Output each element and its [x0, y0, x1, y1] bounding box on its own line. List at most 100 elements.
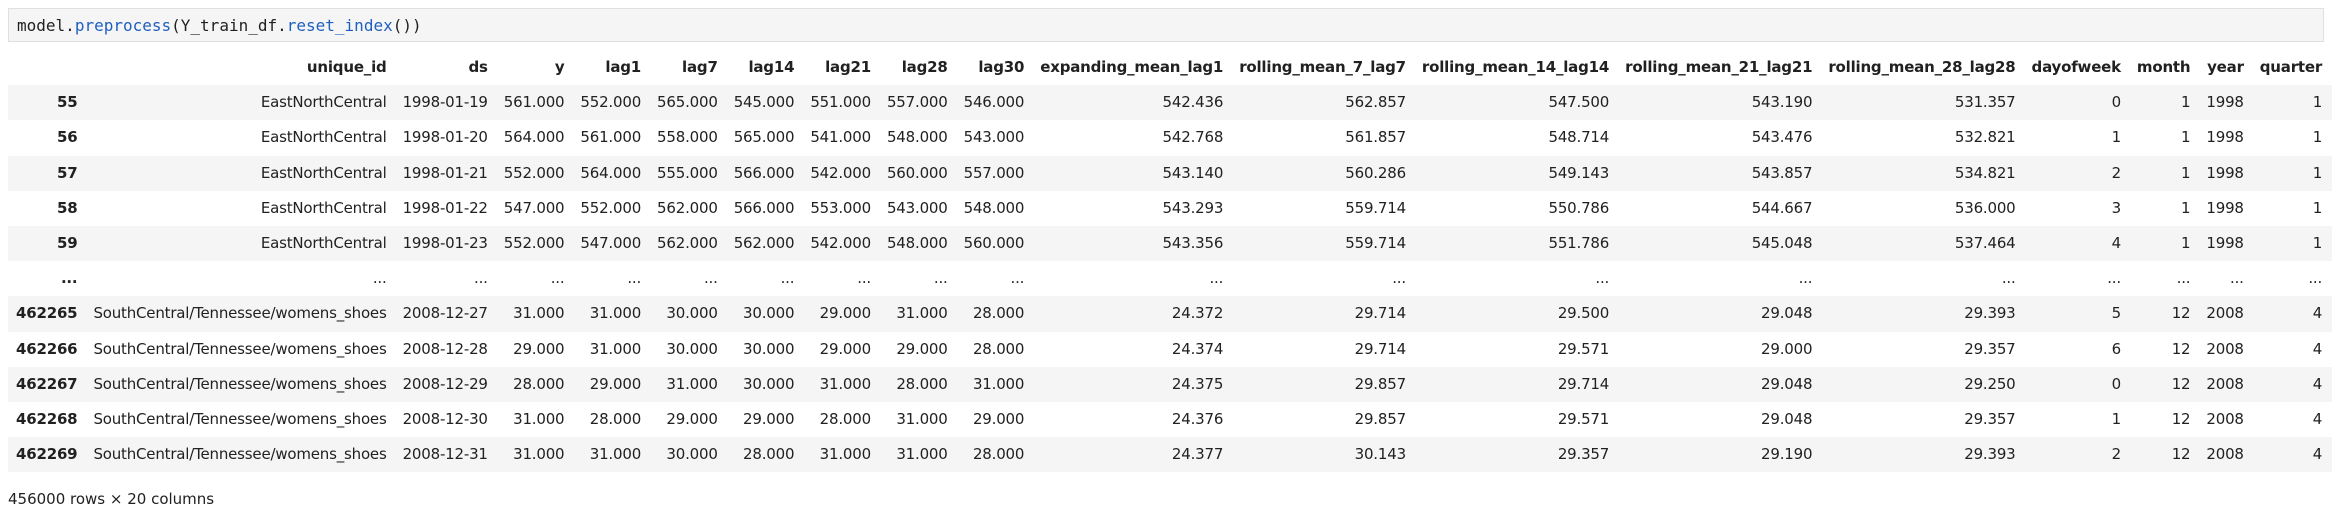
table-cell: 29.048 [1761, 304, 1813, 323]
table-cell: 2008-12-29 [402, 374, 488, 393]
table-cell: 4 [2111, 234, 2122, 253]
table-cell: 1 [2181, 128, 2191, 147]
table-cell: 1998 [2206, 198, 2244, 217]
table-cell: ... [2107, 269, 2121, 288]
table-cell: 2008-12-28 [402, 339, 488, 358]
table-cell: ... [474, 269, 488, 288]
table-cell: 1998 [2206, 93, 2244, 112]
dataframe-shape-summary: 456000 rows × 20 columns [8, 490, 215, 508]
table-cell: 558.000 [657, 128, 718, 147]
table-cell: ... [1392, 269, 1406, 288]
column-header: quarter [2259, 58, 2323, 76]
table-cell: 30.000 [743, 304, 795, 323]
table-cell: 557.000 [963, 163, 1025, 182]
table-cell: ... [1010, 269, 1025, 288]
table-cell: 24.375 [1171, 374, 1224, 393]
column-header: lag7 [682, 58, 718, 76]
table-cell: 24.376 [1171, 410, 1224, 429]
table-cell: 2008 [2206, 304, 2244, 323]
table-cell: 548.000 [886, 128, 948, 147]
code-paren-close: ()) [392, 15, 422, 35]
table-cell: 31.000 [513, 445, 565, 464]
table-cell: 551.000 [810, 93, 871, 112]
table-cell: 562.000 [733, 234, 795, 253]
table-cell: 31.000 [972, 374, 1025, 393]
table-cell: 28.000 [896, 374, 948, 393]
table-cell: 28.000 [972, 339, 1025, 358]
table-cell: 561.857 [1345, 128, 1406, 147]
table-cell: 29.857 [1354, 410, 1406, 429]
table-cell: 564.000 [580, 163, 642, 182]
column-header: year [2207, 58, 2244, 76]
row-index: 56 [56, 128, 78, 147]
table-cell: 28.000 [819, 410, 871, 429]
code-inner-method: reset_index [286, 15, 393, 35]
dataframe-table: unique_id ds y lag1 lag7 lag14 lag21 lag28 lag30… [8, 50, 2332, 473]
table-cell: 4 [2312, 445, 2323, 464]
row-index: 58 [56, 198, 78, 217]
table-cell: 560.286 [1345, 163, 1406, 182]
table-cell: 12 [2171, 445, 2191, 464]
table-cell: 1 [2312, 128, 2323, 147]
table-cell: 2008-12-31 [402, 445, 488, 464]
table-cell: 29.714 [1557, 374, 1610, 393]
table-cell: 31.000 [513, 410, 565, 429]
row-index: 462266 [16, 339, 78, 358]
table-cell: 30.000 [743, 374, 795, 393]
table-cell: 31.000 [819, 445, 871, 464]
table-cell: 1 [2181, 163, 2191, 182]
table-cell: 543.293 [1162, 198, 1224, 217]
column-header: rolling_mean_14_lag14 [1421, 58, 1610, 76]
table-cell: 29.393 [1964, 304, 2016, 323]
table-cell: 31.000 [589, 339, 642, 358]
table-cell: 31.000 [589, 304, 642, 323]
row-index: 462269 [16, 445, 78, 464]
table-cell: 30.000 [666, 304, 718, 323]
table-cell: 537.464 [1954, 234, 2016, 253]
table-cell: 548.714 [1548, 128, 1610, 147]
table-cell: 29.250 [1964, 374, 2016, 393]
table-cell: 29.000 [1761, 339, 1813, 358]
table-cell: 543.000 [886, 198, 948, 217]
table-cell: 1998-01-22 [402, 198, 488, 217]
code-method: preprocess [74, 15, 172, 35]
table-cell: 31.000 [896, 304, 948, 323]
table-cell: 545.048 [1751, 234, 1813, 253]
table-cell: 543.190 [1751, 93, 1813, 112]
table-cell: 4 [2312, 339, 2323, 358]
table-cell: ... [550, 269, 565, 288]
table-cell: 551.786 [1548, 234, 1610, 253]
table-cell: 1 [2181, 198, 2191, 217]
column-header: lag14 [748, 58, 795, 76]
table-cell: 1 [2181, 93, 2191, 112]
table-cell: 559.714 [1345, 234, 1406, 253]
column-header: y [554, 58, 565, 76]
table-cell: 1998 [2206, 128, 2244, 147]
table-cell: 546.000 [963, 93, 1025, 112]
table-cell: 543.356 [1162, 234, 1224, 253]
index-header [8, 50, 85, 85]
table-cell: 28.000 [972, 445, 1025, 464]
table-cell: 29.000 [743, 410, 795, 429]
table-cell: 29.571 [1557, 339, 1610, 358]
table-cell: 547.000 [503, 198, 565, 217]
table-cell: ... [1798, 269, 1813, 288]
table-cell: 29.048 [1761, 410, 1813, 429]
table-cell: 29.000 [896, 339, 948, 358]
table-cell: 1 [2312, 234, 2323, 253]
table-cell: 4 [2312, 304, 2323, 323]
table-cell: SouthCentral/Tennessee/womens_shoes [93, 410, 387, 429]
table-cell: 1 [2312, 93, 2323, 112]
table-cell: 550.786 [1548, 198, 1610, 217]
table-cell: 4 [2312, 374, 2323, 393]
table-row: 462265 SouthCentral/Tennessee/womens_shoe… [8, 296, 2332, 332]
table-cell: 5 [2111, 304, 2122, 323]
table-body: 55 EastNorthCentral 1998-01-19 561.000 552.0… [8, 85, 2332, 473]
code-cell[interactable]: model. preprocess(Y_train_df. reset_index(… [8, 8, 2324, 42]
table-cell: 559.714 [1345, 198, 1406, 217]
table-cell: 2 [2111, 163, 2122, 182]
table-cell: 31.000 [666, 374, 718, 393]
table-cell: 542.436 [1162, 93, 1224, 112]
table-cell: EastNorthCentral [260, 198, 387, 217]
table-row: 57 EastNorthCentral 1998-01-21 552.000 564.0… [8, 155, 2332, 191]
